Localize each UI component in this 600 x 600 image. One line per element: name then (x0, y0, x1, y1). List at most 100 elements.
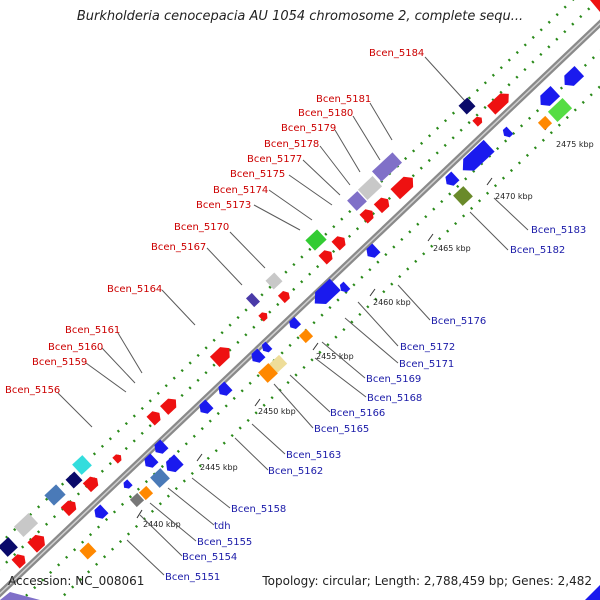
gene-feature[interactable] (305, 229, 327, 251)
gene-label[interactable]: Bcen_5159 (32, 357, 87, 368)
gene-label[interactable]: Bcen_5176 (431, 316, 486, 327)
gene-feature[interactable] (216, 381, 233, 399)
gene-feature-fragment (0, 592, 40, 600)
gene-label[interactable]: Bcen_5181 (316, 94, 371, 105)
gene-feature[interactable] (150, 468, 170, 488)
gene-feature[interactable] (260, 341, 273, 355)
gene-label[interactable]: Bcen_5162 (268, 466, 323, 477)
leader-line (493, 197, 529, 231)
gene-feature[interactable] (92, 504, 109, 522)
gene-label[interactable]: Bcen_5180 (298, 108, 353, 119)
gene-label[interactable]: Bcen_5175 (230, 169, 285, 180)
gene-feature[interactable] (338, 281, 351, 295)
gene-label[interactable]: Bcen_5169 (366, 374, 421, 385)
gene-label[interactable]: Bcen_5161 (65, 325, 120, 336)
gene-feature[interactable] (72, 455, 92, 475)
gene-feature[interactable] (298, 328, 314, 344)
gene-feature[interactable] (357, 176, 383, 200)
gene-feature[interactable] (560, 66, 585, 90)
gene-feature[interactable] (162, 454, 184, 475)
gene-feature[interactable] (142, 453, 159, 471)
leader-line (57, 392, 93, 428)
gene-label[interactable]: tdh (214, 521, 231, 532)
tick-label: 2440 kbp (143, 520, 181, 529)
gene-feature[interactable] (146, 409, 164, 426)
gene-feature[interactable] (487, 89, 513, 115)
gene-feature[interactable] (60, 498, 79, 517)
gene-feature[interactable] (373, 195, 392, 214)
gene-label[interactable]: Bcen_5184 (369, 48, 424, 59)
leader-line (314, 357, 367, 398)
gene-feature[interactable] (0, 537, 18, 557)
gene-label[interactable]: Bcen_5173 (196, 200, 251, 211)
gene-feature[interactable] (536, 86, 561, 110)
gene-feature[interactable] (27, 531, 48, 553)
gene-label[interactable]: Bcen_5167 (151, 242, 206, 253)
gene-feature[interactable] (287, 316, 302, 331)
gene-feature[interactable] (537, 115, 553, 131)
gene-feature[interactable] (309, 278, 341, 310)
gene-feature[interactable] (364, 243, 381, 261)
gene-feature[interactable] (209, 343, 234, 367)
gene-feature[interactable] (112, 452, 123, 464)
gene-label[interactable]: Bcen_5174 (213, 185, 268, 196)
gene-feature[interactable] (79, 542, 97, 560)
gene-label[interactable]: Bcen_5165 (314, 424, 369, 435)
gene-feature[interactable] (129, 492, 145, 508)
gene-feature[interactable] (82, 474, 101, 493)
gene-label[interactable]: Bcen_5156 (5, 385, 60, 396)
gene-feature[interactable] (44, 484, 66, 506)
gene-feature[interactable] (138, 485, 154, 501)
gene-label[interactable]: Bcen_5182 (510, 245, 565, 256)
gene-feature[interactable] (457, 139, 495, 176)
gene-label[interactable]: Bcen_5172 (400, 342, 455, 353)
gene-feature[interactable] (458, 97, 476, 115)
gene-feature[interactable] (359, 207, 377, 224)
gene-feature[interactable] (11, 552, 29, 569)
gene-label[interactable]: Bcen_5183 (531, 225, 586, 236)
gene-feature[interactable] (390, 173, 417, 200)
gene-label[interactable]: Bcen_5170 (174, 222, 229, 233)
tick-mark (427, 233, 434, 242)
gene-feature[interactable] (501, 126, 514, 140)
gene-feature[interactable] (443, 171, 460, 189)
gene-feature[interactable] (331, 234, 349, 251)
gene-feature[interactable] (265, 272, 283, 290)
gene-label[interactable]: Bcen_5158 (231, 504, 286, 515)
gene-label[interactable]: Bcen_5154 (182, 552, 237, 563)
topology-text: Topology: circular; Length: 2,788,459 bp… (262, 574, 592, 588)
leader-line (149, 502, 197, 542)
gene-label[interactable]: Bcen_5163 (286, 450, 341, 461)
gene-label[interactable]: Bcen_5179 (281, 123, 336, 134)
gene-feature[interactable] (318, 248, 336, 265)
gene-feature[interactable] (258, 363, 278, 383)
gene-feature[interactable] (65, 471, 83, 489)
gene-label[interactable]: Bcen_5164 (107, 284, 162, 295)
leader-line (268, 189, 313, 221)
gene-feature[interactable] (258, 310, 269, 322)
gene-feature[interactable] (277, 289, 292, 304)
leader-line (352, 115, 381, 161)
leader-line (206, 247, 243, 286)
gene-feature[interactable] (245, 292, 261, 308)
gene-feature[interactable] (371, 152, 403, 182)
gene-label[interactable]: Bcen_5166 (330, 408, 385, 419)
gene-feature[interactable] (160, 395, 180, 415)
gene-label[interactable]: Bcen_5160 (48, 342, 103, 353)
gene-feature[interactable] (197, 399, 214, 417)
gene-feature[interactable] (13, 513, 39, 537)
gene-label[interactable]: Bcen_5171 (399, 359, 454, 370)
gene-label[interactable]: Bcen_5178 (264, 139, 319, 150)
gene-label[interactable]: Bcen_5168 (367, 393, 422, 404)
gene-label[interactable]: Bcen_5155 (197, 537, 252, 548)
gene-feature[interactable] (249, 348, 266, 366)
gene-feature[interactable] (347, 191, 367, 211)
gene-feature[interactable] (472, 115, 484, 127)
leader-line (289, 374, 331, 413)
gene-label[interactable]: Bcen_5151 (165, 572, 220, 583)
gene-label[interactable]: Bcen_5177 (247, 154, 302, 165)
gene-feature[interactable] (121, 479, 133, 490)
gene-feature[interactable] (152, 439, 169, 457)
gene-feature[interactable] (453, 186, 473, 206)
gene-feature[interactable] (547, 98, 573, 122)
